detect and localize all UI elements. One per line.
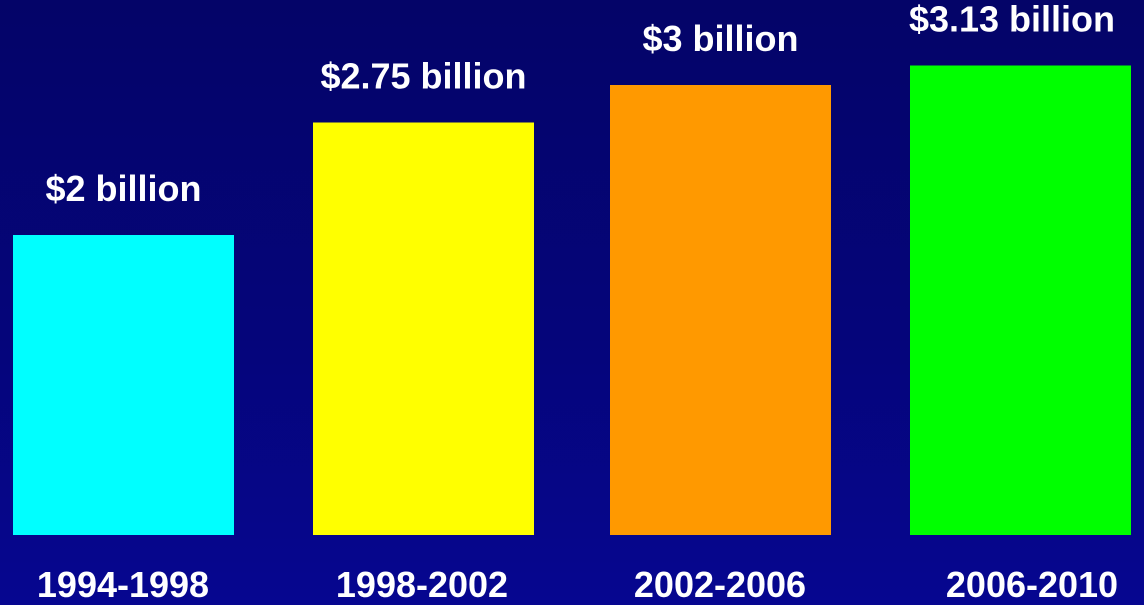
- bar-2006-2010: [910, 65, 1131, 535]
- bar-1994-1998: [13, 235, 234, 535]
- data-label: $3.13 billion: [909, 0, 1115, 40]
- category-labels-layer: 1994-1998 1998-2002 2002-2006 2006-2010: [37, 564, 1118, 605]
- bar-2002-2006: [610, 85, 831, 535]
- category-label: 2002-2006: [634, 564, 806, 605]
- bar-1998-2002: [313, 122, 534, 535]
- bars-layer: [13, 65, 1131, 535]
- data-label: $3 billion: [642, 18, 798, 59]
- category-label: 2006-2010: [946, 564, 1118, 605]
- data-label: $2.75 billion: [320, 56, 526, 97]
- data-labels-layer: $2 billion $2.75 billion $3 billion $3.13 b…: [45, 0, 1115, 209]
- category-label: 1998-2002: [336, 564, 508, 605]
- data-label: $2 billion: [45, 168, 201, 209]
- category-label: 1994-1998: [37, 564, 209, 605]
